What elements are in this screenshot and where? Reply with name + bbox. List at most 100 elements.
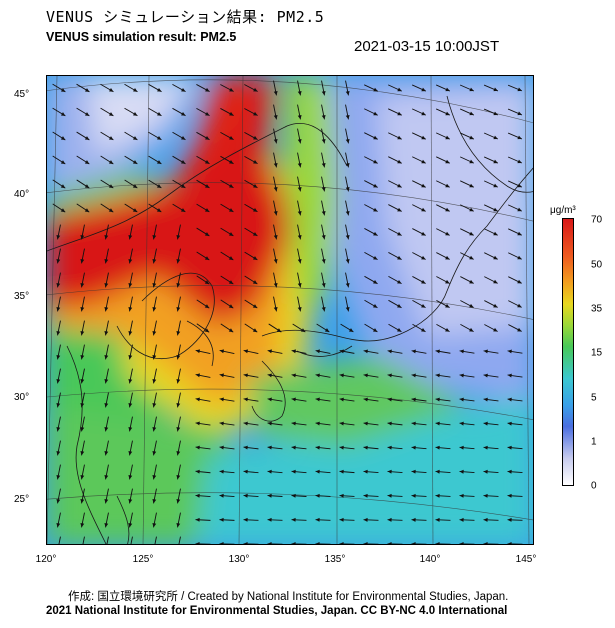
wind-arrow-head [469,135,474,140]
wind-arrow-head [507,373,512,378]
wind-arrow-head [321,162,326,168]
wind-arrow-head [469,207,474,212]
colorbar-tick-50: 50 [591,259,603,271]
wind-arrow-head [60,136,66,140]
wind-arrow-head [459,469,464,474]
wind-arrow-head [273,210,278,216]
title-english: VENUS simulation result: PM2.5 [46,30,237,44]
wind-arrow-head [517,87,522,92]
wind-arrow-head [104,354,109,360]
wind-arrow-head [152,402,157,408]
wind-arrow-head [387,445,392,450]
wind-arrow-head [291,397,296,402]
wind-arrow-head [195,445,200,450]
wind-arrow-head [204,304,210,309]
wind-arrow-head [205,87,210,92]
wind-arrow-head [387,541,392,544]
wind-arrow-head [267,469,272,474]
wind-arrow-head [128,474,133,480]
wind-arrow-head [181,111,186,116]
wind-arrow-head [80,426,85,432]
wind-arrow-head [483,469,488,474]
wind-arrow-head [176,234,181,240]
wind-arrow-head [128,378,133,384]
wind-arrow-head [228,208,234,212]
wind-arrow-head [435,421,440,426]
wind-arrow-head [421,303,426,308]
wind-arrow-head [345,258,350,264]
wind-arrow-head [297,114,302,120]
wind-arrow-head [345,90,350,96]
wind-arrow-head [435,445,440,450]
wind-arrow-head [104,522,109,528]
wind-arrow-head [128,402,133,408]
wind-arrow-head [469,279,474,284]
wind-arrow-head [387,349,392,354]
wind-arrow-head [56,354,61,360]
wind-arrow-head [204,184,210,188]
wind-arrow-head [445,207,450,212]
wind-arrow-head [421,183,426,188]
wind-arrow-head [104,306,109,312]
wind-arrow-head [469,87,474,92]
wind-arrow-head [363,541,368,544]
wind-arrow-head [339,397,344,402]
wind-arrow-head [297,234,302,240]
license-line: 2021 National Institute for Environmenta… [46,605,508,617]
pm25-map [46,75,534,545]
wind-arrow-head [104,282,109,288]
wind-arrow-head [339,349,344,354]
wind-arrow-head [493,231,498,236]
wind-arrow-head [517,135,522,140]
wind-arrow-head [397,111,402,116]
wind-arrow-head [345,162,350,168]
wind-arrow-head [297,186,302,192]
wind-arrow-head [195,397,200,402]
wind-arrow-head [243,349,249,354]
wind-arrow-head [445,279,450,284]
wind-arrow-head [243,445,248,450]
wind-arrow-head [228,328,234,333]
wind-arrow-head [493,207,498,212]
wind-arrow-head [252,304,258,309]
wind-arrow-head [397,183,402,188]
wind-arrow-head [128,426,133,432]
wind-arrow-head [84,184,90,189]
wind-arrow-head [469,327,474,332]
wind-arrow-head [291,541,296,544]
wind-arrow-head [300,328,306,333]
wind-arrow-head [459,373,464,378]
wind-arrow-head [435,493,440,498]
wind-arrow-head [80,498,85,504]
wind-arrow-head [56,498,61,504]
wind-arrow-head [493,183,498,188]
wind-arrow-head [152,426,157,432]
wind-arrow-head [517,279,522,284]
wind-arrow-head [132,160,138,164]
wind-arrow-head [60,160,66,165]
wind-arrow-head [128,258,133,264]
wind-arrow-head [291,445,296,450]
wind-arrow-head [273,186,278,192]
wind-arrow-head [229,159,234,164]
wind-arrow-head [176,354,181,360]
wind-arrow-head [297,210,302,216]
lon-label-145: 145° [515,554,537,565]
wind-arrow-head [273,306,278,312]
wind-arrow-head [315,421,320,426]
wind-arrow-head [411,469,416,474]
wind-arrow-head [156,160,162,164]
wind-arrow-head [228,256,234,260]
wind-arrow-head [108,208,114,213]
wind-arrow-head [345,306,350,312]
wind-arrow-head [104,402,109,408]
wind-arrow-head [321,258,326,264]
wind-arrow-head [507,349,512,354]
wind-arrow-head [80,282,85,288]
wind-arrow-head [507,397,512,402]
wind-arrow-head [267,517,272,522]
wind-arrow-head [243,373,248,378]
wind-arrow-head [373,183,378,188]
wind-arrow-head [421,207,426,212]
colorbar-tick-5: 5 [591,392,597,404]
